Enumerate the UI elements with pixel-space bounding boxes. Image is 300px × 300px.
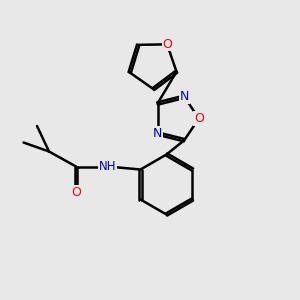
Text: O: O [194,112,204,125]
Text: O: O [71,186,81,199]
Text: N: N [153,127,162,140]
Text: N: N [180,90,189,103]
Text: NH: NH [99,160,116,173]
Text: O: O [162,38,172,51]
